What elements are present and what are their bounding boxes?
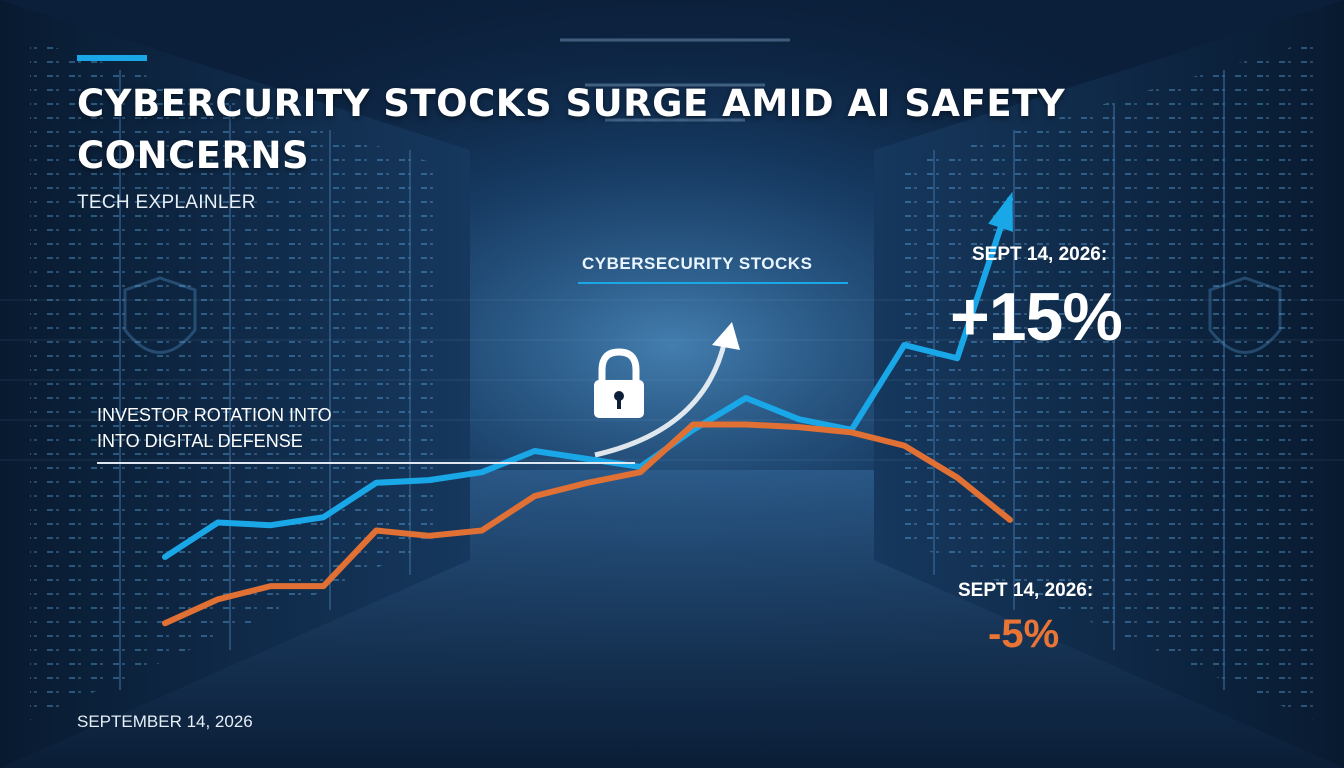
data-point-s0-2 [269, 523, 273, 527]
data-point-s0-1 [216, 521, 220, 525]
data-point-s0-4 [374, 481, 378, 485]
data-point-s1-3 [321, 584, 325, 588]
trend-arrow-head [712, 322, 740, 350]
trend-arrow-icon [594, 339, 728, 458]
down-stat-date: SEPT 14, 2026: [958, 580, 1094, 601]
data-point-s0-12 [797, 417, 801, 421]
padlock-icon [594, 348, 644, 418]
data-point-s1-5 [427, 534, 431, 538]
data-point-s1-15 [955, 476, 959, 479]
rotation-line-2: INTO DIGITAL DEFENSE [97, 431, 303, 451]
data-point-s1-6 [480, 529, 484, 532]
data-point-s1-1 [216, 597, 220, 601]
series-label-underline [578, 282, 848, 284]
data-point-s0-0 [163, 555, 167, 559]
data-point-s1-2 [269, 584, 273, 588]
data-point-s0-5 [427, 478, 431, 482]
series-line-0 [162, 196, 1013, 560]
rotation-annotation: INVESTOR ROTATION INTO INTO DIGITAL DEFE… [97, 402, 332, 454]
data-point-s1-14 [902, 444, 906, 448]
data-point-s1-16 [1008, 518, 1012, 522]
accent-bar [77, 55, 147, 61]
data-point-s1-11 [744, 423, 748, 426]
data-point-s1-4 [374, 529, 378, 532]
data-point-s1-8 [586, 481, 589, 485]
footer-date: SEPTEMBER 14, 2026 [77, 712, 253, 731]
data-point-s1-12 [797, 425, 801, 429]
shield-icon-right [1208, 276, 1282, 354]
series-label-cybersecurity: CYBERSECURITY STOCKS [582, 254, 813, 273]
down-stat-value: -5% [988, 612, 1060, 656]
data-point-s0-8 [586, 457, 589, 461]
data-point-s0-6 [480, 470, 484, 474]
series-arrowhead-0 [988, 191, 1013, 232]
kicker-label: TECH EXPLAINLER [77, 192, 256, 213]
page-title: CYBERCURITY STOCKS SURGE AMID AI SAFETY … [77, 82, 1066, 177]
data-point-s1-9 [638, 470, 642, 474]
data-point-s0-7 [533, 449, 537, 453]
data-point-s1-10 [691, 423, 695, 426]
rotation-underline [97, 462, 635, 464]
data-point-s0-3 [321, 515, 325, 519]
data-point-s0-11 [744, 396, 748, 400]
data-point-s1-0 [163, 621, 167, 625]
up-stat-value: +15% [950, 279, 1123, 355]
data-point-s1-7 [533, 494, 537, 498]
shield-icon-left [123, 276, 197, 354]
data-point-s0-15 [955, 356, 959, 360]
up-stat-date: SEPT 14, 2026: [972, 244, 1108, 265]
data-point-s0-14 [902, 343, 906, 347]
rotation-line-1: INVESTOR ROTATION INTO [97, 405, 332, 425]
data-point-s1-13 [850, 430, 854, 434]
